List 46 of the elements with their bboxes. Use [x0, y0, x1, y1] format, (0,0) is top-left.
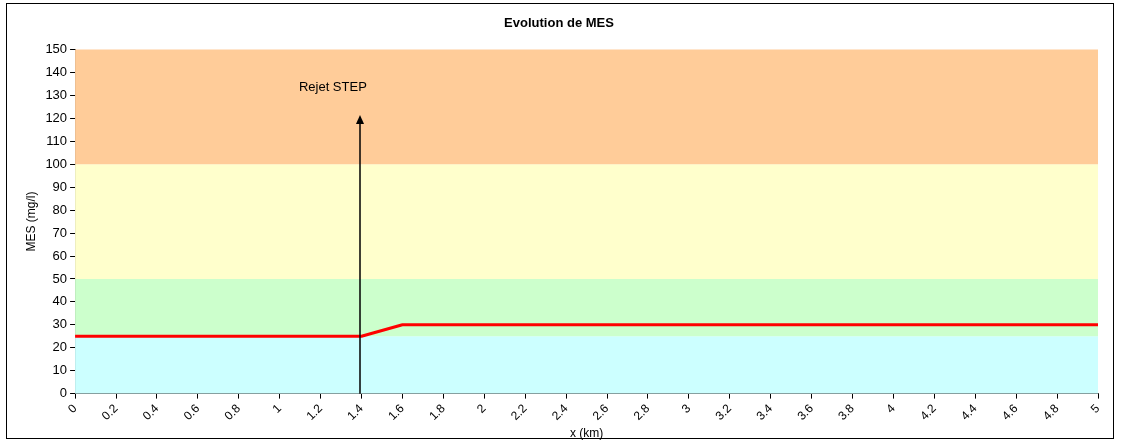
x-tick-label: 1.4: [344, 401, 367, 423]
x-tick-label: 1: [269, 401, 285, 416]
x-axis-title: x (km): [569, 426, 604, 441]
y-tick-label: 20: [52, 339, 68, 355]
x-tick-label: 0.4: [139, 401, 162, 423]
x-tick-label: 3: [678, 401, 694, 416]
x-tick-label: 2.6: [589, 401, 612, 423]
y-tick-label: 130: [45, 87, 68, 103]
y-tick-label: 10: [52, 362, 68, 378]
y-tick-label: 50: [52, 270, 68, 286]
x-tick-label: 5: [1087, 401, 1103, 416]
x-tick-label: 1.2: [303, 401, 326, 423]
x-tick-label: 3.6: [794, 401, 817, 423]
x-tick-label: 0: [64, 401, 80, 416]
x-tick-label: 4.4: [958, 401, 980, 423]
y-tick-label: 0: [59, 385, 68, 401]
y-tick-label: 70: [52, 224, 68, 240]
y-tick-label: 80: [52, 201, 68, 217]
x-tick-label: 4.6: [998, 401, 1021, 423]
x-tick-label: 2.2: [507, 401, 530, 423]
y-axis-title: MES (mg/l): [23, 191, 38, 252]
y-tick-label: 30: [52, 316, 68, 332]
y-tick-label: 110: [46, 132, 68, 148]
x-tick-label: 2.8: [630, 401, 653, 423]
x-tick-label: 1.6: [385, 401, 408, 423]
x-tick-label: 3.8: [835, 401, 858, 423]
y-tick-label: 120: [45, 109, 68, 125]
x-tick-label: 3.4: [753, 401, 776, 423]
y-tick-label: 40: [52, 293, 68, 309]
x-tick-label: 1.8: [426, 401, 449, 423]
annotation: Rejet STEP: [298, 79, 367, 95]
y-tick-label: 150: [45, 41, 68, 57]
y-tick-label: 140: [45, 64, 68, 80]
x-tick-label: 4.8: [1039, 401, 1062, 423]
x-tick-label: 2: [474, 401, 489, 416]
chart-title: Evolution de MES: [504, 15, 615, 31]
y-tick-label: 60: [52, 247, 68, 263]
x-tick-label: 0.8: [221, 401, 244, 423]
x-tick-label: 0.2: [98, 401, 121, 423]
x-tick-label: 3.2: [712, 401, 735, 423]
y-tick-label: 100: [45, 155, 68, 171]
x-tick-label: 4: [883, 401, 899, 416]
x-tick-label: 2.4: [548, 401, 571, 423]
y-tick-label: 90: [52, 178, 68, 194]
x-tick-label: 4.2: [917, 401, 940, 423]
x-tick-label: 0.6: [180, 401, 203, 423]
